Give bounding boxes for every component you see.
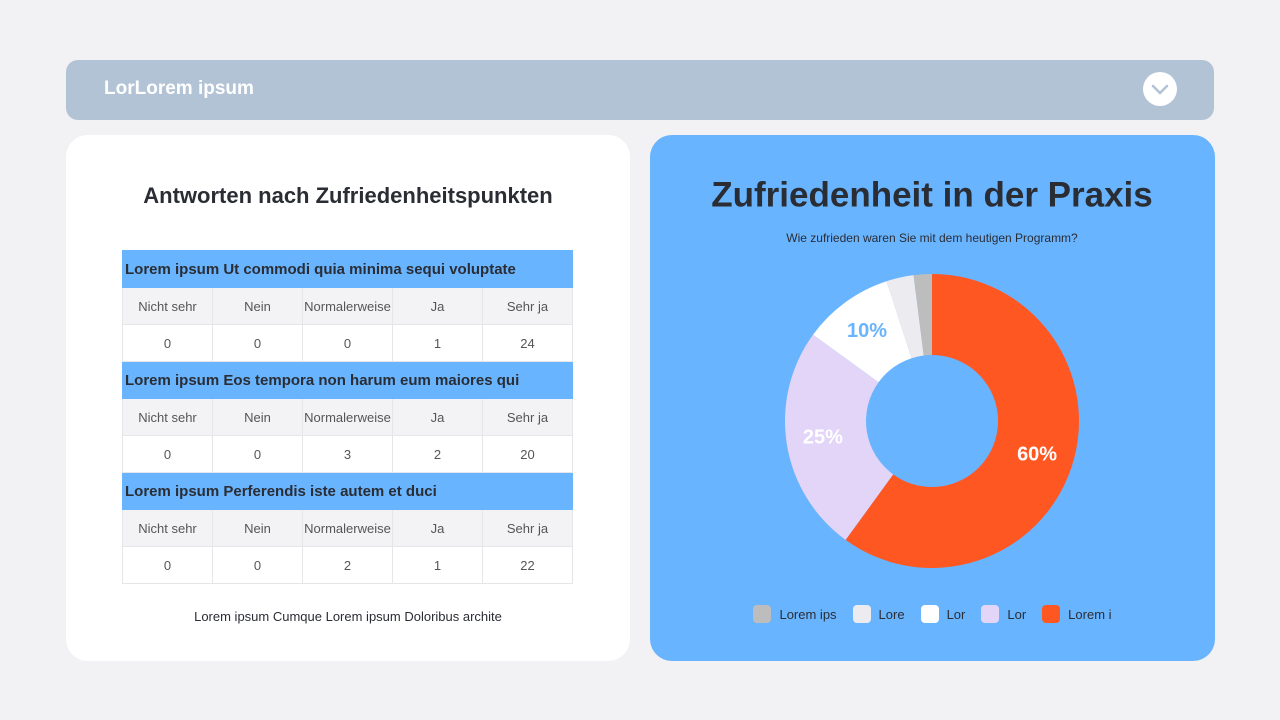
- expand-button[interactable]: [1143, 72, 1177, 106]
- legend-swatch: [981, 605, 1000, 623]
- column-header: Nein: [212, 398, 303, 436]
- data-label: 10%: [847, 320, 887, 342]
- column-header: Ja: [392, 287, 483, 325]
- chart-subtitle: Wie zufrieden waren Sie mit dem heutigen…: [786, 231, 1078, 245]
- section-row: Lorem ipsum Ut commodi quia minima sequi…: [122, 250, 573, 288]
- column-header: Nein: [212, 509, 303, 547]
- table-title: Antworten nach Zufriedenheitspunkten: [143, 183, 553, 208]
- data-label: 25%: [803, 427, 843, 449]
- donut-slice: [813, 281, 912, 383]
- section-title: Lorem ipsum Ut commodi quia minima sequi…: [122, 250, 573, 288]
- column-header: Sehr ja: [482, 287, 573, 325]
- donut-slice: [785, 334, 894, 540]
- cell-value: 0: [122, 324, 213, 362]
- cell-value: 1: [392, 324, 483, 362]
- cell-value: 20: [482, 435, 573, 473]
- column-header: Normalerweise: [302, 509, 393, 547]
- legend-swatch: [852, 605, 871, 623]
- legend-swatch: [1042, 605, 1061, 623]
- legend: Lorem ips Lore Lor Lor Lorem i: [650, 605, 1215, 623]
- cell-value: 1: [392, 546, 483, 584]
- column-header: Nein: [212, 287, 303, 325]
- column-header: Nicht sehr: [122, 398, 213, 436]
- value-row: 0 0 2 1 22: [122, 546, 573, 584]
- cell-value: 3: [302, 435, 393, 473]
- legend-item: Lorem ips: [753, 605, 837, 623]
- legend-item: Lore: [852, 605, 905, 623]
- legend-label: Lorem ips: [779, 606, 837, 622]
- header-row: Nicht sehr Nein Normalerweise Ja Sehr ja: [122, 287, 573, 325]
- column-header: Nicht sehr: [122, 287, 213, 325]
- legend-label: Lor: [946, 606, 966, 622]
- legend-item: Lor: [981, 605, 1026, 623]
- legend-swatch: [753, 605, 772, 623]
- cell-value: 24: [482, 324, 573, 362]
- section-row: Lorem ipsum Eos tempora non harum eum ma…: [122, 361, 573, 399]
- section-title: Lorem ipsum Perferendis iste autem et du…: [122, 472, 573, 510]
- cell-value: 0: [302, 324, 393, 362]
- legend-label: Lorem i: [1068, 606, 1112, 622]
- donut-slice: [913, 274, 932, 356]
- column-header: Sehr ja: [482, 509, 573, 547]
- data-label: 60%: [1017, 443, 1057, 465]
- table-footnote: Lorem ipsum Cumque Lorem ipsum Doloribus…: [194, 609, 502, 624]
- cell-value: 2: [302, 546, 393, 584]
- cell-value: 2: [392, 435, 483, 473]
- legend-item: Lorem i: [1042, 605, 1112, 623]
- chart-title: Zufriedenheit in der Praxis: [711, 175, 1153, 214]
- cell-value: 0: [212, 435, 303, 473]
- chart: Zufriedenheit in der Praxis Wie zufriede…: [711, 175, 1153, 568]
- section-row: Lorem ipsum Perferendis iste autem et du…: [122, 472, 573, 510]
- legend-label: Lor: [1007, 606, 1027, 622]
- column-header: Ja: [392, 398, 483, 436]
- table-card: Antworten nach Zufriedenheitspunkten Lor…: [66, 135, 630, 661]
- chevron-icon: [1151, 84, 1169, 95]
- header-title: LorLorem ipsum: [104, 78, 254, 99]
- table: Lorem ipsum Ut commodi quia minima sequi…: [122, 250, 573, 584]
- header-bar: LorLorem ipsum: [66, 60, 1214, 120]
- column-header: Nicht sehr: [122, 509, 213, 547]
- column-header: Normalerweise: [302, 287, 393, 325]
- column-header: Sehr ja: [482, 398, 573, 436]
- legend-label: Lore: [878, 606, 905, 622]
- chart-card: Zufriedenheit in der Praxis Wie zufriede…: [650, 135, 1215, 661]
- donut-slice: [845, 274, 1079, 568]
- cell-value: 0: [122, 546, 213, 584]
- cell-value: 22: [482, 546, 573, 584]
- column-header: Normalerweise: [302, 398, 393, 436]
- value-row: 0 0 0 1 24: [122, 324, 573, 362]
- cell-value: 0: [122, 435, 213, 473]
- cell-value: 0: [212, 324, 303, 362]
- value-row: 0 0 3 2 20: [122, 435, 573, 473]
- legend-item: Lor: [920, 605, 966, 623]
- legend-swatch: [920, 605, 939, 623]
- section-title: Lorem ipsum Eos tempora non harum eum ma…: [122, 361, 573, 399]
- column-header: Ja: [392, 509, 483, 547]
- cell-value: 0: [212, 546, 303, 584]
- header-row: Nicht sehr Nein Normalerweise Ja Sehr ja: [122, 509, 573, 547]
- donut-slice: [886, 275, 924, 359]
- header-row: Nicht sehr Nein Normalerweise Ja Sehr ja: [122, 398, 573, 436]
